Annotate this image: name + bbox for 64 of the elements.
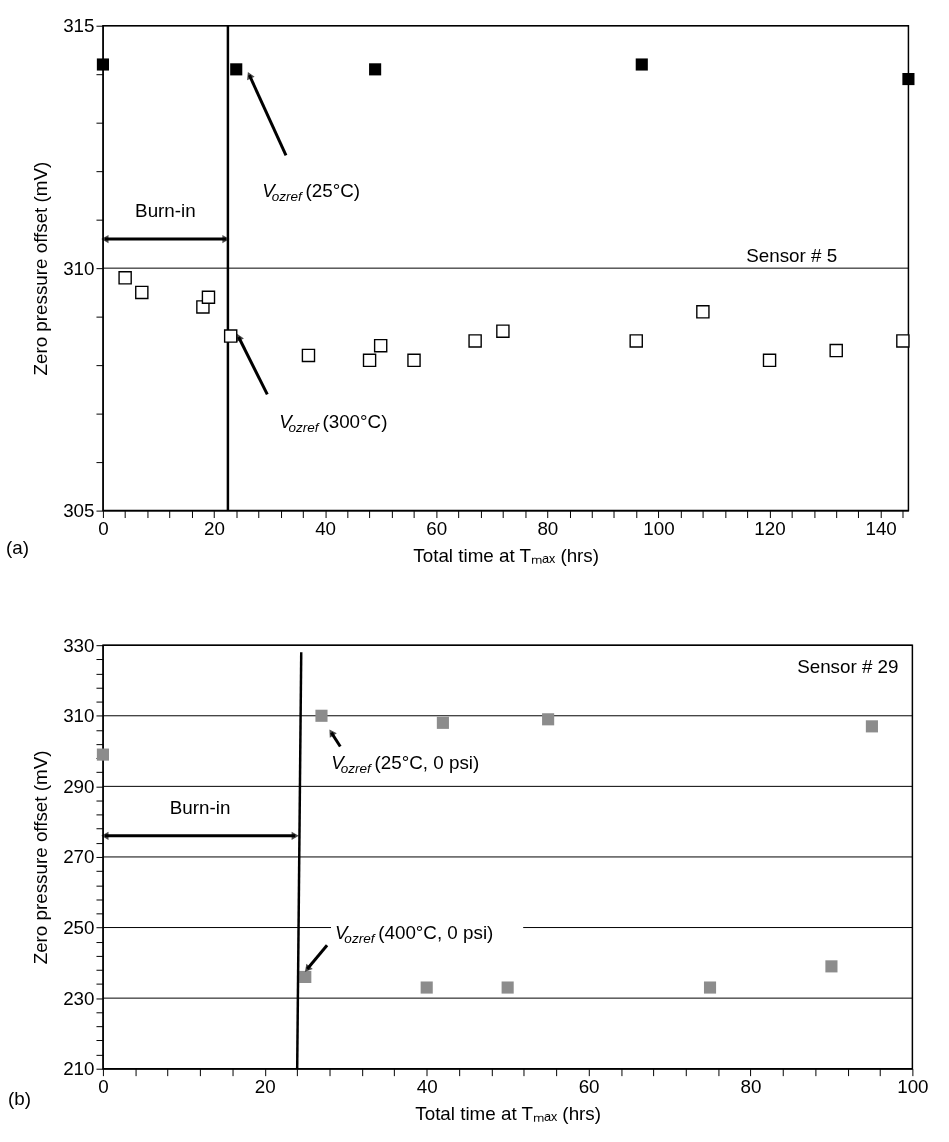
x-tick-label: 100	[897, 1075, 929, 1097]
annotation: Sensor # 5	[746, 245, 838, 267]
x-tick-label: 0	[98, 1075, 109, 1097]
point	[96, 58, 109, 71]
y-axis-title: Zero pressure offset (mV)	[30, 161, 52, 376]
x-tick-label: 80	[740, 1075, 762, 1097]
y-tick-label: 230	[63, 987, 95, 1009]
annotation: Burn-in	[169, 797, 231, 818]
x-tick-label: 20	[254, 1075, 276, 1097]
point	[299, 970, 312, 984]
annotation: Sensor # 29	[797, 655, 899, 677]
point	[829, 343, 843, 358]
point	[501, 981, 514, 994]
point	[762, 353, 777, 368]
text: (a)	[5, 537, 29, 559]
y-tick-label: 210	[63, 1058, 95, 1080]
x-tick-label: 20	[204, 517, 225, 539]
y-tick-label: 310	[63, 705, 95, 727]
x-tick-label: 60	[426, 517, 448, 539]
point	[301, 348, 316, 363]
point	[373, 338, 388, 353]
x-tick-label: 80	[537, 517, 559, 539]
point	[902, 72, 915, 86]
point	[407, 353, 421, 368]
point	[629, 334, 643, 348]
point	[865, 720, 878, 733]
x-tick-label: 140	[865, 517, 897, 539]
point	[436, 716, 449, 729]
point	[369, 63, 382, 76]
y-tick-label: 310	[63, 257, 95, 279]
text: (b)	[7, 1088, 31, 1110]
point	[118, 271, 132, 285]
point	[223, 329, 238, 343]
x-axis-title: Total time at Tₘₐₓ (hrs)	[413, 544, 600, 566]
x-axis-title: Total time at Tₘₐₓ (hrs)	[415, 1102, 601, 1124]
point	[825, 960, 838, 973]
point	[542, 713, 555, 726]
x-tick-label: 120	[754, 517, 786, 539]
point	[315, 709, 328, 722]
x-tick-label: 60	[578, 1075, 600, 1097]
point	[96, 748, 109, 761]
point	[230, 63, 243, 76]
point	[896, 334, 910, 348]
y-tick-label: 330	[63, 634, 95, 656]
y-tick-label: 250	[63, 916, 95, 938]
annotation: Burn-in	[135, 200, 196, 222]
y-axis-title: Zero pressure offset (mV)	[30, 750, 52, 965]
point	[135, 285, 149, 300]
y-tick-label: 315	[63, 15, 95, 37]
point	[468, 334, 482, 348]
point	[635, 58, 648, 71]
y-tick-label: 270	[63, 846, 95, 868]
point	[496, 324, 510, 338]
point	[696, 305, 710, 319]
point	[201, 290, 216, 305]
point	[420, 981, 433, 994]
point	[703, 981, 717, 994]
x-tick-label: 0	[98, 517, 109, 539]
x-tick-label: 40	[416, 1075, 438, 1097]
point	[362, 353, 377, 368]
x-tick-label: 100	[643, 517, 675, 539]
y-tick-label: 290	[63, 775, 95, 797]
x-tick-label: 40	[315, 517, 337, 539]
y-tick-label: 305	[63, 500, 95, 522]
